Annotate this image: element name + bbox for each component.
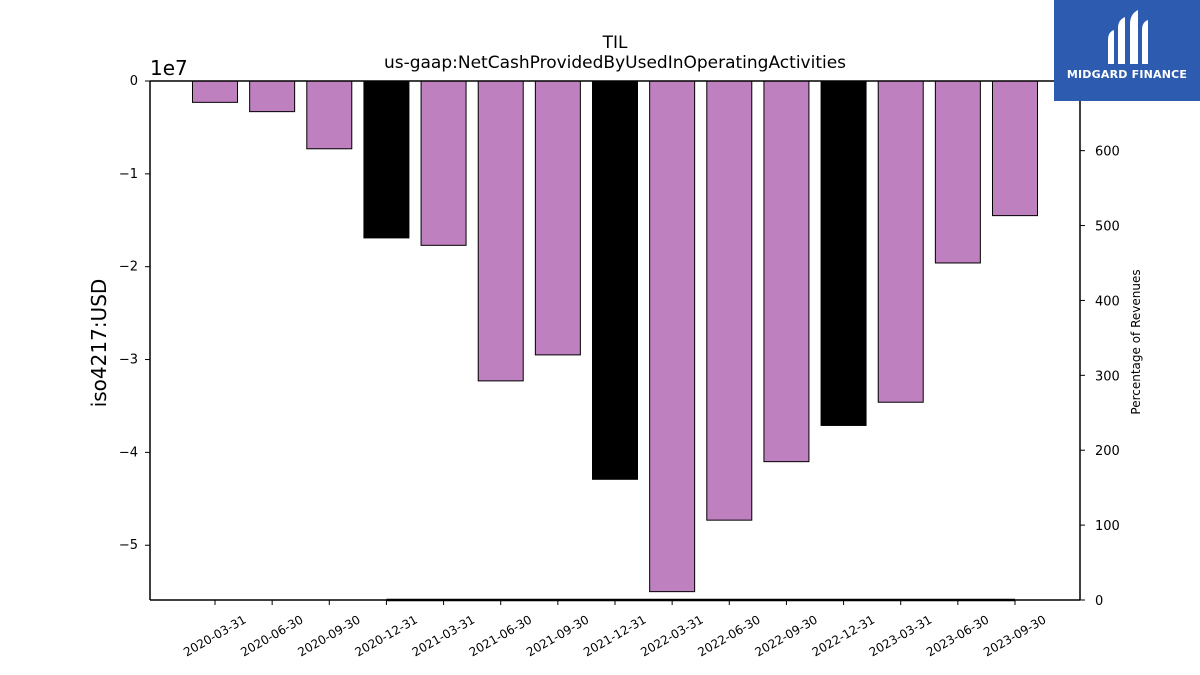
- y2-tick-label: 300: [1095, 369, 1120, 384]
- chart-title: TIL: [602, 33, 628, 53]
- y2-tick-label: 100: [1095, 519, 1120, 534]
- bar-2021-09-30: [534, 80, 581, 356]
- x-tick-label: 2022-03-31: [638, 612, 705, 659]
- y-tick-label: −1: [119, 167, 138, 182]
- bar-2021-03-31: [420, 80, 467, 246]
- x-tick-label: 2023-06-30: [924, 612, 991, 659]
- bar-2020-03-31: [192, 80, 238, 103]
- x-tick-label: 2021-03-31: [410, 612, 477, 659]
- x-tick-label: 2022-12-31: [810, 612, 877, 659]
- y2-tick-label: 500: [1095, 220, 1120, 235]
- y-tick-label: 0: [130, 74, 138, 89]
- chart-subtitle: us-gaap:NetCashProvidedByUsedInOperating…: [384, 53, 846, 73]
- x-tick-label: 2020-12-31: [353, 612, 420, 659]
- x-tick-label: 2022-09-30: [753, 612, 820, 659]
- x-tick-label: 2021-06-30: [467, 612, 534, 659]
- bar-2021-06-30: [477, 80, 524, 382]
- y-axis-label: iso4217:USD: [87, 279, 111, 408]
- x-tick-label: 2021-09-30: [524, 612, 591, 659]
- bar-2021-12-31: [592, 80, 638, 480]
- y-tick-label: −4: [119, 445, 138, 460]
- y2-tick-label: 600: [1095, 145, 1120, 160]
- bars-group: [192, 80, 1038, 593]
- y-offset-label: 1e7: [150, 56, 188, 80]
- bar-2023-09-30: [992, 80, 1038, 217]
- logo-text: MIDGARD FINANCE: [1066, 68, 1188, 81]
- bar-2023-06-30: [934, 80, 981, 264]
- bar-2022-06-30: [706, 80, 753, 521]
- y2-axis-label: Percentage of Revenues: [1129, 269, 1143, 414]
- y2-tick-label: 0: [1095, 594, 1103, 609]
- y2-tick-label: 200: [1095, 444, 1120, 459]
- bar-2022-12-31: [820, 80, 867, 426]
- x-ticks-group: 2020-03-312020-06-302020-09-302020-12-31…: [181, 600, 1049, 659]
- y-ticks-group: 0 −1 −2 −3 −4 −5: [119, 74, 150, 553]
- bar-2022-03-31: [649, 80, 696, 593]
- x-tick-label: 2020-03-31: [181, 612, 248, 659]
- x-tick-label: 2020-06-30: [238, 612, 305, 659]
- x-tick-label: 2022-06-30: [695, 612, 762, 659]
- bar-2020-12-31: [363, 80, 410, 239]
- logo-mark-icon: [1108, 10, 1148, 64]
- y-tick-label: −5: [119, 538, 138, 553]
- x-tick-label: 2020-09-30: [295, 612, 362, 659]
- y-tick-label: −3: [119, 353, 138, 368]
- bar-2020-06-30: [249, 80, 296, 113]
- bar-2022-09-30: [763, 80, 810, 463]
- x-tick-label: 2021-12-31: [581, 612, 648, 659]
- x-tick-label: 2023-09-30: [981, 612, 1048, 659]
- x-tick-label: 2023-03-31: [867, 612, 934, 659]
- y2-tick-label: 400: [1095, 294, 1120, 309]
- y-tick-label: −2: [119, 260, 138, 275]
- bar-2023-03-31: [877, 80, 924, 403]
- midgard-finance-logo: MIDGARD FINANCE: [1054, 0, 1200, 101]
- y2-ticks-group: 0 100 200 300 400 500 600: [1080, 145, 1120, 609]
- bar-2020-09-30: [306, 80, 353, 150]
